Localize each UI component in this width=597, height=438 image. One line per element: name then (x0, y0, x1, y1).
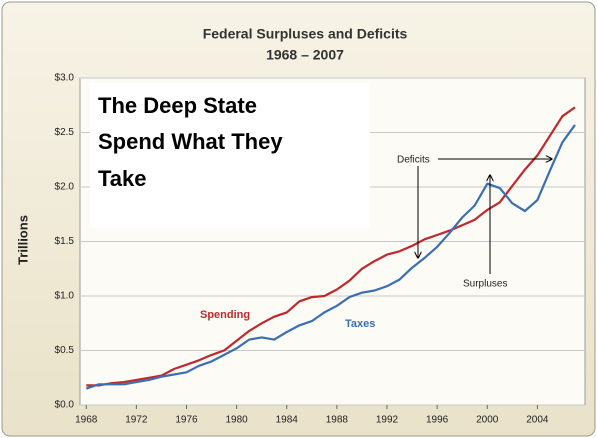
series-label: Spending (200, 309, 250, 321)
y-tick-label: $2.0 (55, 182, 75, 193)
y-tick-label: $1.5 (55, 236, 75, 247)
series-line (85, 124, 576, 390)
x-tick-label: 2004 (526, 415, 549, 426)
annotation: Surpluses (463, 279, 507, 290)
x-tick-label: 1992 (376, 415, 399, 426)
x-tick-label: 1984 (276, 415, 299, 426)
y-tick-label: $1.0 (55, 291, 75, 302)
chart-subtitle: 1968 – 2007 (266, 47, 344, 63)
x-tick-label: 1980 (226, 415, 249, 426)
chart-title: Federal Surpluses and Deficits (203, 26, 408, 42)
overlay-text: The Deep State (98, 93, 257, 118)
series-line (86, 106, 576, 387)
x-tick-label: 1972 (125, 415, 148, 426)
x-tick-label: 2000 (476, 415, 499, 426)
y-tick-label: $2.5 (55, 127, 75, 138)
x-tick-label: 1968 (75, 415, 98, 426)
y-tick-label: $0.5 (55, 345, 75, 356)
overlay-text: Take (98, 166, 147, 191)
y-axis-label: Trillions (15, 215, 30, 265)
x-tick-label: 1988 (326, 415, 349, 426)
y-tick-label: $0.0 (55, 400, 75, 411)
annotation: Deficits (397, 155, 430, 166)
x-tick-label: 1996 (426, 415, 449, 426)
y-tick-label: $3.0 (55, 73, 75, 84)
x-tick-label: 1976 (175, 415, 198, 426)
series-label: Taxes (345, 318, 375, 330)
overlay-box (90, 83, 370, 228)
overlay-text: Spend What They (98, 129, 283, 154)
